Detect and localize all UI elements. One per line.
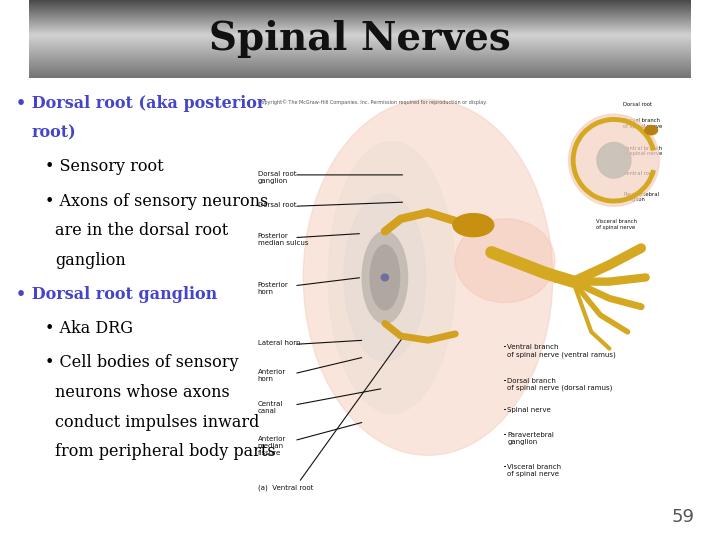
Text: are in the dorsal root: are in the dorsal root bbox=[55, 222, 229, 239]
Text: ganglion: ganglion bbox=[55, 252, 126, 269]
Text: Anterior
horn: Anterior horn bbox=[258, 369, 286, 382]
Text: conduct impulses inward: conduct impulses inward bbox=[55, 414, 260, 431]
Text: Posterior
median sulcus: Posterior median sulcus bbox=[258, 233, 308, 246]
Text: Paravertebral
ganglion: Paravertebral ganglion bbox=[623, 192, 659, 202]
Ellipse shape bbox=[344, 194, 426, 361]
Ellipse shape bbox=[597, 143, 631, 178]
Text: from peripheral body parts: from peripheral body parts bbox=[55, 443, 276, 461]
Text: Paravertebral
ganglion: Paravertebral ganglion bbox=[508, 432, 554, 445]
Text: neurons whose axons: neurons whose axons bbox=[55, 384, 230, 401]
Text: • Dorsal root (aka posterior: • Dorsal root (aka posterior bbox=[16, 94, 265, 111]
Ellipse shape bbox=[328, 141, 455, 414]
Ellipse shape bbox=[303, 99, 553, 455]
Text: • Dorsal root ganglion: • Dorsal root ganglion bbox=[16, 286, 217, 303]
Ellipse shape bbox=[645, 125, 657, 134]
Text: Posterior
horn: Posterior horn bbox=[258, 282, 289, 295]
Text: (b): (b) bbox=[553, 275, 564, 285]
Text: • Cell bodies of sensory: • Cell bodies of sensory bbox=[45, 354, 238, 372]
Circle shape bbox=[382, 274, 389, 281]
Text: Lateral horn: Lateral horn bbox=[258, 340, 300, 346]
Text: Anterior
median
fissure: Anterior median fissure bbox=[258, 436, 286, 456]
Text: Copyright© The McGraw-Hill Companies, Inc. Permission required for reproduction : Copyright© The McGraw-Hill Companies, In… bbox=[258, 99, 487, 105]
Text: Visceral branch
of spinal nerve: Visceral branch of spinal nerve bbox=[508, 464, 562, 477]
Text: Dorsal root: Dorsal root bbox=[258, 202, 297, 208]
Text: Ventral branch
of spinal nerve: Ventral branch of spinal nerve bbox=[623, 146, 662, 157]
Text: Central
canal: Central canal bbox=[258, 401, 283, 414]
Text: Dorsal root
ganglion: Dorsal root ganglion bbox=[258, 171, 297, 184]
Text: Dorsal branch
of spinal nerve (dorsal ramus): Dorsal branch of spinal nerve (dorsal ra… bbox=[508, 378, 613, 392]
Text: • Axons of sensory neurons: • Axons of sensory neurons bbox=[45, 193, 268, 210]
Text: • Sensory root: • Sensory root bbox=[45, 158, 163, 176]
Text: 59: 59 bbox=[672, 509, 695, 526]
Ellipse shape bbox=[370, 245, 400, 310]
Text: • Aka DRG: • Aka DRG bbox=[45, 320, 132, 337]
Text: root): root) bbox=[32, 124, 76, 141]
Ellipse shape bbox=[455, 219, 555, 302]
Ellipse shape bbox=[362, 231, 408, 323]
Text: Dorsal branch
of spinal nerve: Dorsal branch of spinal nerve bbox=[623, 118, 662, 129]
Text: Spinal Nerves: Spinal Nerves bbox=[209, 20, 511, 58]
Text: Ventral root: Ventral root bbox=[623, 171, 654, 176]
Text: Ventral branch
of spinal nerve (ventral ramus): Ventral branch of spinal nerve (ventral … bbox=[508, 345, 616, 358]
Text: (a)  Ventral root: (a) Ventral root bbox=[258, 484, 313, 491]
Text: Dorsal root: Dorsal root bbox=[623, 103, 652, 107]
Ellipse shape bbox=[453, 214, 494, 237]
Text: Spinal nerve: Spinal nerve bbox=[508, 407, 551, 413]
Text: Visceral branch
of spinal nerve: Visceral branch of spinal nerve bbox=[596, 219, 636, 230]
Ellipse shape bbox=[569, 114, 660, 206]
